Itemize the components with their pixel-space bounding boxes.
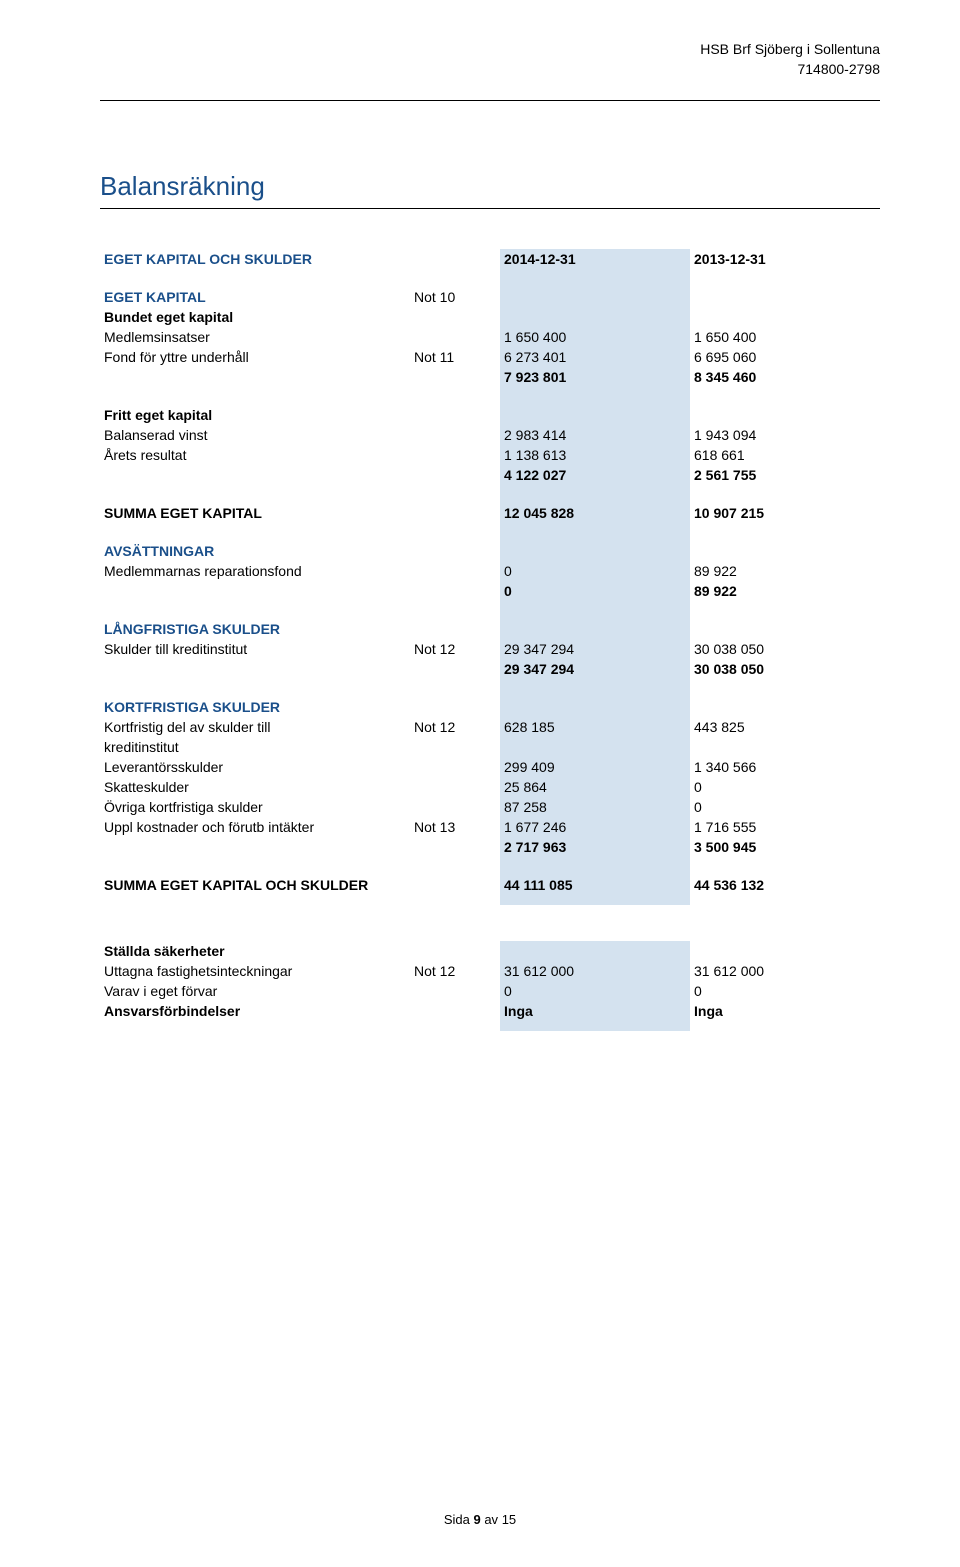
row-leverantor-v1: 299 409 [500,757,690,777]
row-ansvars-label: Ansvarsförbindelser [100,1001,410,1021]
row-uppl-label: Uppl kostnader och förutb intäkter [100,817,410,837]
sub-bundet: Bundet eget kapital [100,307,410,327]
row-ovriga-v2: 0 [690,797,880,817]
row-medlemsinsatser-v1: 1 650 400 [500,327,690,347]
row-varav-label: Varav i eget förvar [100,981,410,1001]
row-kortfristig-del-note: Not 12 [410,717,500,737]
row-skuld-kredit-v1: 29 347 294 [500,639,690,659]
row-arets-v2: 618 661 [690,445,880,465]
row-kortfristig-del-label-a: Kortfristig del av skulder till [100,717,410,737]
footer-page-num: 9 [473,1512,480,1527]
row-ovriga-v1: 87 258 [500,797,690,817]
row-skuld-kredit-v2: 30 038 050 [690,639,880,659]
row-leverantor-v2: 1 340 566 [690,757,880,777]
row-skatte-v2: 0 [690,777,880,797]
sub-stallda: Ställda säkerheter [100,941,410,961]
row-skatte-v1: 25 864 [500,777,690,797]
row-skuld-kredit-note: Not 12 [410,639,500,659]
row-kortfristig-del-v1: 628 185 [500,717,690,737]
row-reparationsfond-label: Medlemmarnas reparationsfond [100,561,410,581]
footer-of: av [481,1512,502,1527]
summa-ek-skulder-v2: 44 536 132 [690,875,880,895]
section-eget-kapital: EGET KAPITAL [100,287,410,307]
summa-eget-kapital-label: SUMMA EGET KAPITAL [100,503,410,523]
row-skuld-kredit-label: Skulder till kreditinstitut [100,639,410,659]
row-fond-note: Not 11 [410,347,500,367]
row-varav-v1: 0 [500,981,690,1001]
sub-bundet-total-v1: 7 923 801 [500,367,690,387]
footer-prefix: Sida [444,1512,474,1527]
page-title: Balansräkning [100,171,880,209]
footer-total: 15 [502,1512,516,1527]
balance-table: EGET KAPITAL OCH SKULDER 2014-12-31 2013… [100,249,880,1031]
row-arets-label: Årets resultat [100,445,410,465]
summa-ek-skulder-v1: 44 111 085 [500,875,690,895]
note-eget-kapital: Not 10 [410,287,500,307]
row-varav-v2: 0 [690,981,880,1001]
row-reparationsfond-v1: 0 [500,561,690,581]
row-uttagna-v2: 31 612 000 [690,961,880,981]
row-fond-v2: 6 695 060 [690,347,880,367]
header-orgno: 714800-2798 [700,60,880,80]
row-medlemsinsatser-v2: 1 650 400 [690,327,880,347]
avsattningar-total-v2: 89 922 [690,581,880,601]
row-ovriga-label: Övriga kortfristiga skulder [100,797,410,817]
section-eget-kapital-skulder: EGET KAPITAL OCH SKULDER [100,249,410,269]
row-fond-label: Fond för yttre underhåll [100,347,410,367]
section-langfristiga: LÅNGFRISTIGA SKULDER [100,619,410,639]
section-kortfristiga: KORTFRISTIGA SKULDER [100,697,410,717]
row-ansvars-v2: Inga [690,1001,880,1021]
sub-bundet-total-v2: 8 345 460 [690,367,880,387]
summa-eget-kapital-v1: 12 045 828 [500,503,690,523]
row-uttagna-label: Uttagna fastighetsinteckningar [100,961,410,981]
row-uppl-v2: 1 716 555 [690,817,880,837]
row-kortfristig-del-label-b: kreditinstitut [100,737,410,757]
langfristiga-total-v1: 29 347 294 [500,659,690,679]
row-balanserad-v1: 2 983 414 [500,425,690,445]
sub-fritt: Fritt eget kapital [100,405,410,425]
avsattningar-total-v1: 0 [500,581,690,601]
sub-fritt-total-v1: 4 122 027 [500,465,690,485]
row-fond-v1: 6 273 401 [500,347,690,367]
row-uppl-note: Not 13 [410,817,500,837]
row-medlemsinsatser-label: Medlemsinsatser [100,327,410,347]
header-company: HSB Brf Sjöberg i Sollentuna [700,40,880,60]
col-header-1: 2014-12-31 [500,249,690,269]
row-balanserad-v2: 1 943 094 [690,425,880,445]
row-uppl-v1: 1 677 246 [500,817,690,837]
row-skatte-label: Skatteskulder [100,777,410,797]
row-uttagna-v1: 31 612 000 [500,961,690,981]
row-ansvars-v1: Inga [500,1001,690,1021]
summa-eget-kapital-v2: 10 907 215 [690,503,880,523]
sub-fritt-total-v2: 2 561 755 [690,465,880,485]
page-footer: Sida 9 av 15 [0,1512,960,1527]
row-leverantor-label: Leverantörsskulder [100,757,410,777]
row-arets-v1: 1 138 613 [500,445,690,465]
row-balanserad-label: Balanserad vinst [100,425,410,445]
row-uttagna-note: Not 12 [410,961,500,981]
row-kortfristig-del-v2: 443 825 [690,717,880,737]
kortfristiga-total-v2: 3 500 945 [690,837,880,857]
row-reparationsfond-v2: 89 922 [690,561,880,581]
summa-ek-skulder-label: SUMMA EGET KAPITAL OCH SKULDER [100,875,410,895]
header-company-block: HSB Brf Sjöberg i Sollentuna 714800-2798 [700,40,880,79]
col-header-2: 2013-12-31 [690,249,880,269]
langfristiga-total-v2: 30 038 050 [690,659,880,679]
kortfristiga-total-v1: 2 717 963 [500,837,690,857]
section-avsattningar: AVSÄTTNINGAR [100,541,410,561]
